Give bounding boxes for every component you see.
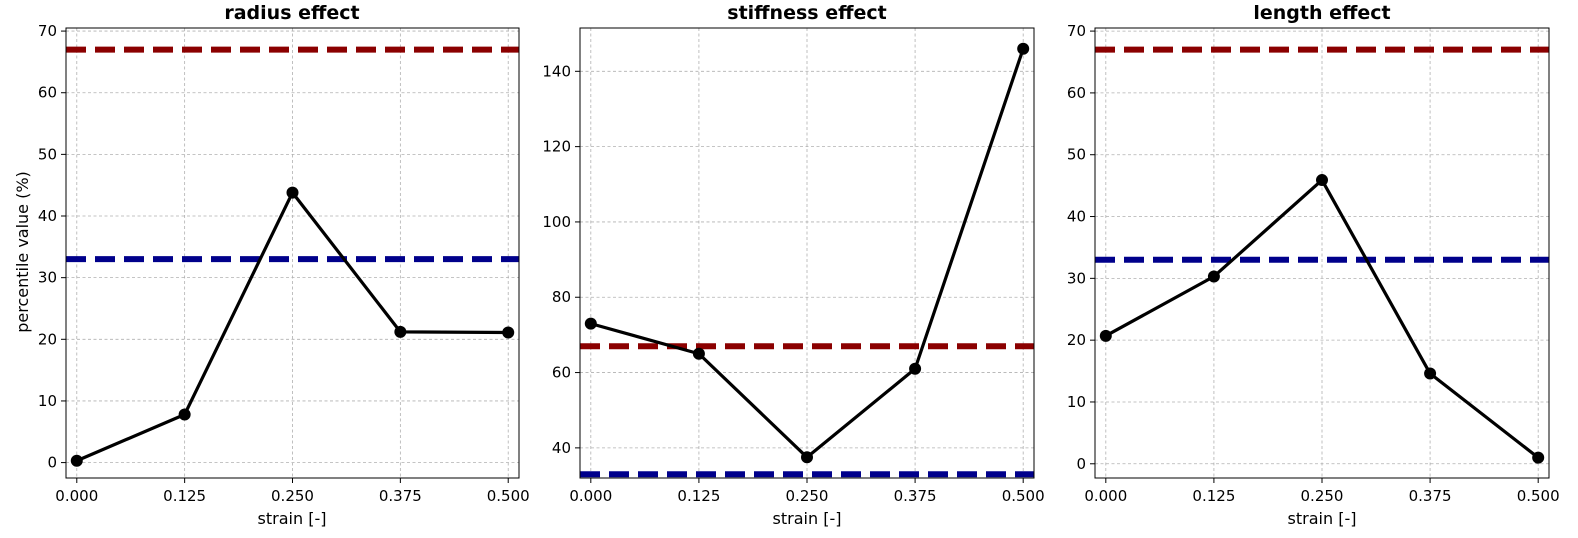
data-point: [1207, 270, 1220, 283]
data-point: [1316, 174, 1328, 187]
x-axis-label: strain [-]: [258, 509, 327, 528]
y-tick-label: 100: [542, 213, 571, 231]
panel-radius-effect: radius effect strain [-] percentile valu…: [13, 2, 530, 528]
x-axis-label: strain [-]: [1288, 509, 1357, 528]
y-tick-label: 30: [38, 269, 57, 287]
panel-title: radius effect: [224, 2, 359, 24]
x-tick-label: 0.250: [786, 487, 829, 505]
y-tick-label: 0: [1076, 455, 1086, 473]
data-point: [394, 325, 407, 338]
panel-length-effect: length effect strain [-] 0.000 0.125 0.250…: [1067, 2, 1560, 528]
data-point: [909, 362, 922, 375]
y-tick-label: 140: [542, 62, 571, 80]
y-tick-label: 70: [1067, 22, 1086, 40]
plot-area: [580, 28, 1034, 478]
x-tick-label: 0.375: [379, 487, 422, 505]
y-tick-label: 30: [1067, 269, 1086, 287]
series-line: [590, 48, 1025, 459]
x-tick-label: 0.500: [1517, 487, 1560, 505]
y-tick-label: 50: [1067, 146, 1086, 164]
y-tick-label: 20: [38, 330, 57, 348]
data-point: [1099, 329, 1112, 342]
x-tick-label: 0.250: [1301, 487, 1344, 505]
y-axis-label: percentile value (%): [13, 171, 32, 333]
y-tick-label: 80: [552, 288, 571, 306]
y-tick-label: 20: [1067, 331, 1086, 349]
x-tick-label: 0.375: [894, 487, 937, 505]
panel-title: length effect: [1253, 2, 1390, 24]
data-point: [1424, 367, 1437, 380]
data-point: [1017, 42, 1030, 55]
x-tick-label: 0.500: [487, 487, 530, 505]
panel-stiffness-effect: stiffness effect strain [-] 0.000 0.125 0.…: [542, 2, 1044, 528]
x-tick-label: 0.250: [271, 487, 314, 505]
panel-title: stiffness effect: [727, 2, 886, 24]
plot-area: [66, 28, 519, 478]
x-tick-label: 0.125: [1192, 487, 1235, 505]
data-point: [178, 408, 191, 421]
data-point: [1532, 451, 1545, 464]
y-tick-label: 70: [38, 22, 57, 40]
y-tick-label: 10: [1067, 393, 1086, 411]
plot-area: [1095, 28, 1549, 478]
y-tick-label: 40: [38, 207, 57, 225]
x-axis-label: strain [-]: [773, 509, 842, 528]
y-tick-label: 60: [38, 84, 57, 102]
data-point: [692, 347, 705, 360]
y-tick-label: 60: [552, 364, 571, 382]
x-tick-label: 0.000: [569, 487, 612, 505]
data-point: [502, 326, 515, 339]
y-tick-label: 120: [542, 138, 571, 156]
y-tick-label: 0: [47, 454, 57, 472]
y-tick-label: 60: [1067, 84, 1086, 102]
data-point: [801, 451, 813, 464]
x-tick-label: 0.000: [55, 487, 98, 505]
y-tick-label: 50: [38, 145, 57, 163]
x-tick-label: 0.500: [1002, 487, 1045, 505]
x-tick-label: 0.125: [677, 487, 720, 505]
y-tick-label: 40: [1067, 208, 1086, 226]
data-point: [286, 186, 299, 199]
y-tick-label: 10: [38, 392, 57, 410]
x-tick-label: 0.125: [163, 487, 206, 505]
data-point: [70, 454, 83, 467]
x-tick-label: 0.375: [1409, 487, 1452, 505]
data-point: [584, 317, 597, 330]
y-tick-label: 40: [552, 439, 571, 457]
x-tick-label: 0.000: [1084, 487, 1127, 505]
